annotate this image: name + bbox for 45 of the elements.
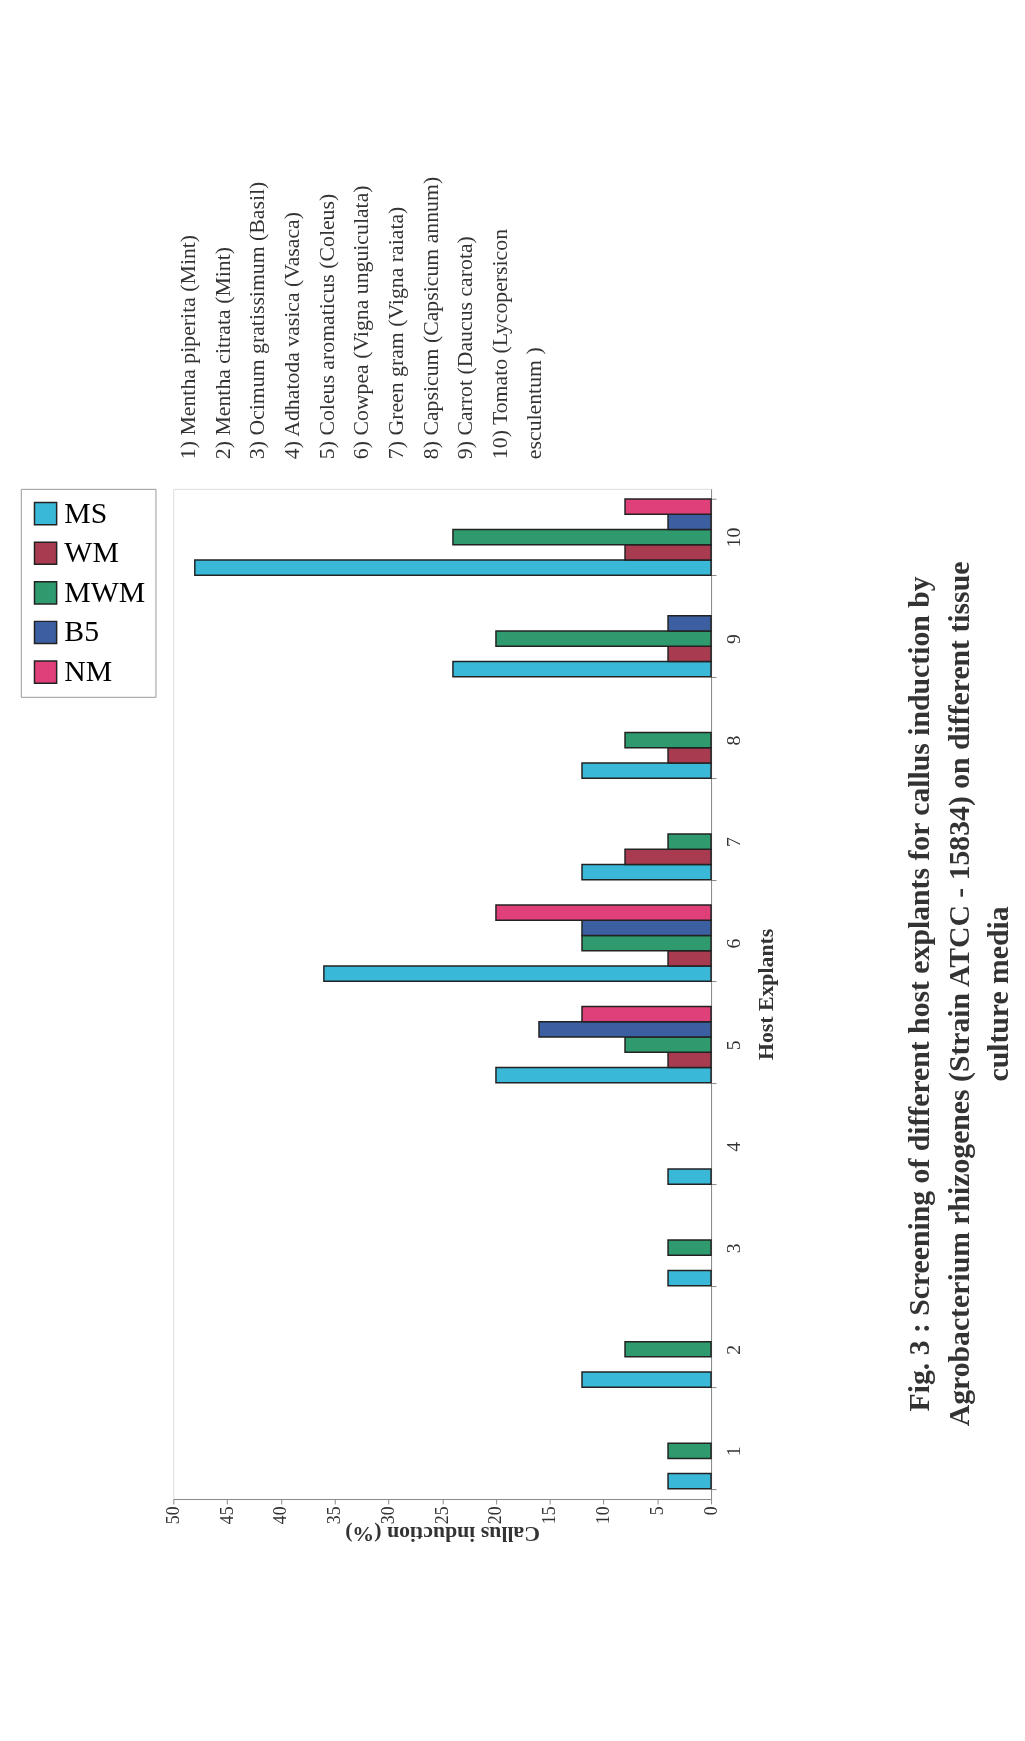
x-tick-label: 30 (377, 1506, 398, 1525)
bar (667, 1239, 712, 1257)
text: 8) Capsicum (Capsicum annum) (418, 176, 443, 460)
bar (667, 1442, 712, 1460)
legend-label: B5 (64, 615, 100, 648)
legend-label: MWM (64, 575, 146, 608)
bar (624, 1340, 712, 1358)
x-tick-label: 20 (485, 1506, 506, 1525)
text: 5) Coleus aromaticus (Coleus) (314, 193, 339, 460)
legend-label: WM (64, 536, 119, 569)
text: 9) Carrot (Daucus carota) (453, 236, 478, 460)
y-tick-label: 7 (722, 837, 745, 848)
text: Fig. 3 : Screening of different host explants for callus induction by Agrobacterium rhizogenes (Strain ATCC - 15834) on different tissue culture media (902, 561, 1015, 1427)
x-tick-label: 5 (646, 1506, 667, 1516)
bar (581, 1371, 712, 1389)
legend-label: NM (64, 654, 113, 687)
bar (667, 1168, 712, 1186)
x-tick-label: 45 (216, 1506, 237, 1525)
y-tick-label: 1 (722, 1446, 745, 1457)
y-axis-title: Host Explants (753, 928, 778, 1061)
text: 7) Green gram (Vigna raiata) (384, 206, 409, 460)
x-tick-label: 40 (270, 1506, 291, 1525)
text: 6) Cowpea (Vigna unguiculata) (349, 185, 374, 460)
y-tick-label: 2 (722, 1344, 745, 1355)
y-tick-label: 8 (722, 735, 745, 746)
y-tick-label: 9 (722, 634, 745, 645)
y-tick-label: 6 (722, 938, 745, 949)
x-tick-label: 15 (539, 1506, 560, 1525)
text: 2) Mentha citrata (Mint) (210, 247, 235, 460)
y-tick-label: 4 (722, 1141, 745, 1152)
x-tick-label: 25 (431, 1506, 452, 1525)
y-tick-label: 3 (722, 1243, 745, 1254)
text: 4) Adhatoda vasica (Vasaca) (280, 211, 305, 460)
bar (667, 1472, 712, 1490)
text: 10) Tomato (Lycopersicon esculentum ) (488, 228, 546, 460)
text: 3) Ocimum gratissimum (Basil) (245, 181, 270, 460)
y-tick-label: 10 (722, 527, 745, 548)
x-tick-label: 50 (162, 1506, 183, 1525)
x-tick-label: 35 (324, 1506, 345, 1525)
legend-label: MS (64, 496, 108, 529)
x-tick-label: 0 (700, 1506, 721, 1516)
text: 1) Mentha piperita (Mint) (176, 234, 201, 460)
y-tick-label: 5 (722, 1040, 745, 1051)
x-tick-label: 10 (592, 1506, 613, 1525)
bar (667, 1269, 712, 1287)
